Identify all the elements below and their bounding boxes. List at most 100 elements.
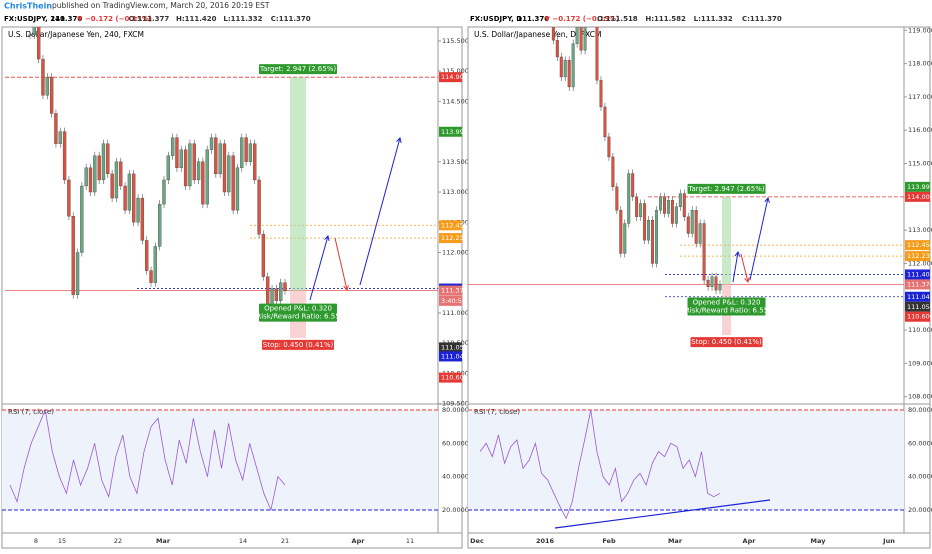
candle <box>559 56 563 78</box>
rsi-tick-label: 80.0000 <box>908 406 932 414</box>
candle <box>583 27 587 51</box>
target-zone <box>722 196 731 285</box>
y-tick-label: 113.000 <box>442 188 469 196</box>
candle <box>603 106 607 138</box>
time-label: Mar <box>668 537 683 545</box>
price-tag <box>439 72 462 83</box>
arrow-head <box>744 277 750 284</box>
ticker-low: L:111.332 <box>223 15 262 23</box>
price-tag-label: 112.238 <box>441 234 468 242</box>
candle <box>655 210 658 264</box>
candle <box>183 149 188 187</box>
candle <box>67 179 71 217</box>
price-tag <box>439 351 462 362</box>
price-tag <box>905 181 930 192</box>
candle <box>651 220 654 264</box>
price-tag <box>905 251 930 262</box>
price-tag-label: 111.041 <box>907 293 932 301</box>
price-tag <box>439 233 462 244</box>
candle <box>261 234 266 277</box>
pnl-label: Risk/Reward Ratio: 6.55 <box>685 306 768 314</box>
candle <box>706 279 710 287</box>
candle <box>231 155 235 211</box>
candle <box>214 137 218 175</box>
ticker-change: ▼ −0.172 (−0.15%) <box>545 15 620 23</box>
candle <box>579 27 583 51</box>
rsi-tick-label: 60.0000 <box>908 439 932 447</box>
candle <box>58 131 62 144</box>
price-tag <box>439 126 462 137</box>
candle <box>611 156 615 188</box>
candle <box>227 155 231 193</box>
time-label: Apr <box>743 537 757 545</box>
candle <box>551 27 555 41</box>
rsi-label: RSI (7, close) <box>8 408 54 416</box>
candle <box>149 270 153 283</box>
rsi-tick-label: 60.0000 <box>442 439 469 447</box>
price-tag <box>905 291 930 302</box>
price-tag-label: 112.239 <box>907 252 932 260</box>
candle <box>235 167 240 211</box>
candle <box>555 40 559 58</box>
time-label: 11 <box>406 537 414 545</box>
price-tag <box>905 191 930 202</box>
target-label: Target: 2.947 (2.65%) <box>687 185 764 193</box>
y-tick-label: 108.000 <box>908 393 932 401</box>
candle <box>132 173 136 223</box>
time-label: Mar <box>156 537 171 545</box>
candle <box>666 200 670 214</box>
rsi-tick-label: 20.0000 <box>908 506 932 514</box>
time-label: 2016 <box>536 537 555 545</box>
target-zone <box>290 77 306 291</box>
candle <box>136 197 140 223</box>
arrow <box>334 237 348 291</box>
candle <box>567 60 571 88</box>
target-label-box <box>687 183 766 194</box>
stop-label-box <box>690 337 763 348</box>
price-tag <box>439 295 462 306</box>
y-tick-label: 112.000 <box>908 259 932 267</box>
price-tag <box>439 285 462 296</box>
candle <box>110 173 114 199</box>
price-tag-label: 111.041 <box>441 352 468 360</box>
candle <box>639 203 643 217</box>
candle <box>643 203 647 241</box>
candle <box>201 161 205 205</box>
price-tag <box>905 301 930 312</box>
published: published on TradingView.com, March 20, … <box>52 1 270 10</box>
ticker-open: O:111.518 <box>597 15 638 23</box>
rsi-tick-label: 80.0000 <box>442 406 469 414</box>
rsi-tick-label: 20.0000 <box>442 506 469 514</box>
y-tick-label: 115.000 <box>442 67 469 75</box>
price-tag-label: 113.997 <box>907 183 932 191</box>
arrow-head <box>764 196 770 203</box>
candle <box>279 282 283 301</box>
trend-line <box>554 499 771 529</box>
candle <box>244 137 248 162</box>
candle <box>101 143 106 181</box>
arrow-head <box>396 136 402 143</box>
candle <box>718 284 722 291</box>
ticker-last: 111.370 <box>50 15 82 23</box>
candle <box>686 216 690 234</box>
candle <box>631 173 635 197</box>
candle <box>563 60 567 78</box>
pnl-label-box <box>687 297 766 316</box>
price-tag <box>439 342 462 353</box>
candle <box>623 223 627 254</box>
candle <box>619 210 623 254</box>
candle <box>674 206 678 224</box>
candle <box>127 173 132 211</box>
candle <box>690 210 694 234</box>
price-tag-label: 112.450 <box>907 241 932 249</box>
price-tag-label: 111.050 <box>907 303 932 311</box>
price-tag <box>439 220 462 231</box>
price-tag <box>905 240 930 251</box>
candle <box>571 43 575 88</box>
candle <box>662 196 666 214</box>
rsi-tick-label: 40.0000 <box>908 473 932 481</box>
price-tag <box>439 372 462 383</box>
candle <box>670 200 674 224</box>
candle <box>205 149 209 205</box>
candle <box>283 282 287 291</box>
